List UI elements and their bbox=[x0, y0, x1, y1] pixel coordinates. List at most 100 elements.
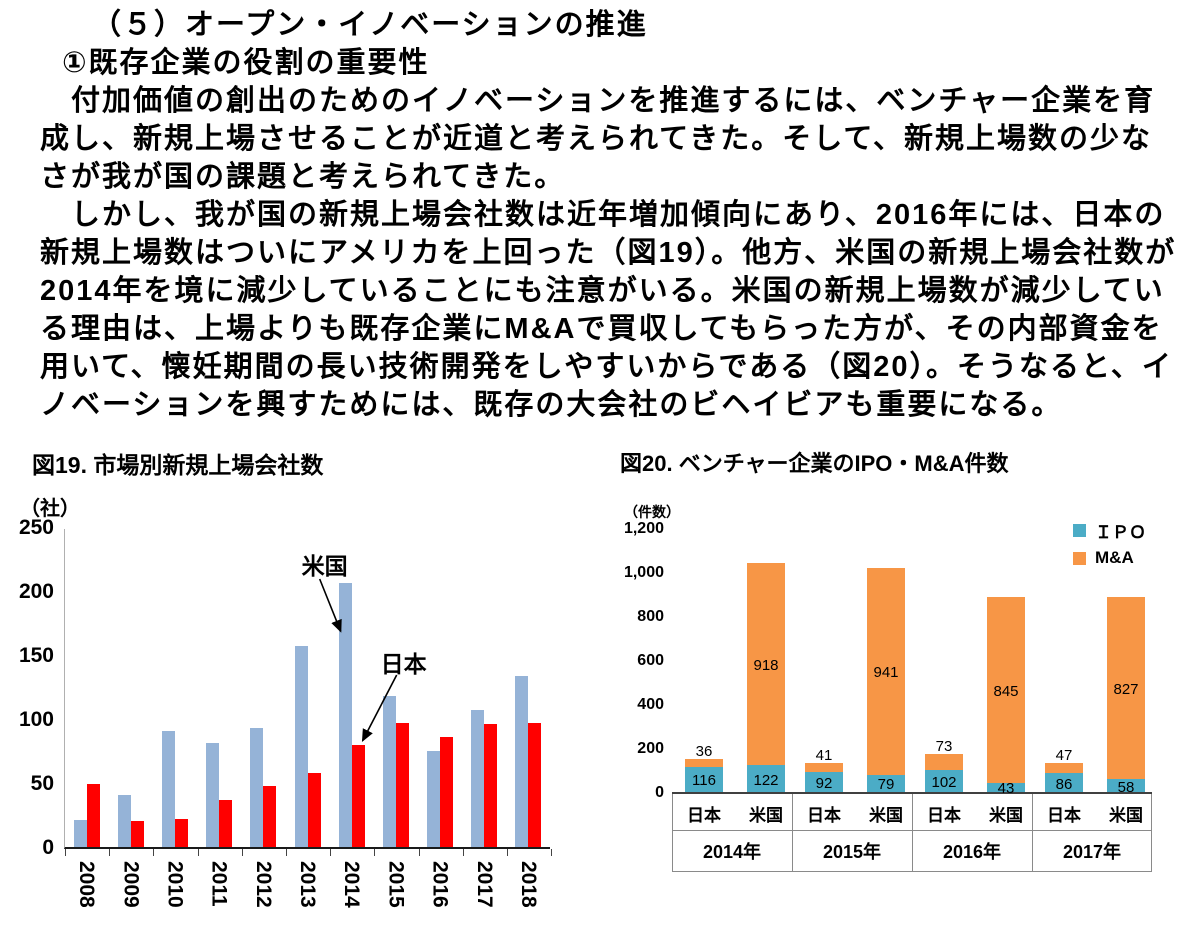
x-tick-label: 2009 bbox=[119, 861, 143, 908]
chart-fig20: 図20. ベンチャー企業のIPO・M&A件数 （件数） 1,200 1,000 80… bbox=[618, 446, 1152, 931]
chart20-plot-area: ＩＰＯ M&A 116 36 122 918 92 41 79 941 102 73 43 845 86 47… bbox=[672, 523, 1152, 798]
country-label: 米国 bbox=[989, 806, 1023, 825]
year-label: 2015年 bbox=[822, 842, 882, 862]
ipo-segment bbox=[685, 766, 723, 792]
paragraph-2: しかし、我が国の新規上場会社数は近年増加傾向にあり、2016年には、日本の新規上… bbox=[40, 199, 1177, 421]
chart19-x-axis: 2008 2009 2010 2011 2012 2013 2014 2015 2016 2017… bbox=[64, 861, 550, 931]
bar-group bbox=[506, 675, 550, 847]
bar-group bbox=[197, 743, 241, 847]
bar-group bbox=[418, 736, 462, 847]
ipo-segment bbox=[1107, 779, 1145, 792]
x-tick: 2015 bbox=[373, 861, 417, 931]
axis-tick-mark bbox=[330, 849, 332, 856]
chart19-title: 図19. 市場別新規上場会社数 bbox=[32, 452, 324, 478]
us-bar bbox=[250, 728, 264, 847]
us-bar bbox=[338, 583, 352, 847]
annotation-label-us: 米国 bbox=[301, 553, 348, 579]
axis-tick-mark bbox=[374, 849, 376, 856]
x-tick-label: 2011 bbox=[207, 861, 231, 907]
table-grid-line bbox=[672, 794, 673, 872]
x-tick: 2013 bbox=[285, 861, 329, 931]
chart19-plot-area: 米国日本 bbox=[64, 529, 552, 856]
year-label: 2016年 bbox=[942, 842, 1002, 862]
ma-value-label: 941 bbox=[873, 664, 899, 682]
ipo-value-label: 122 bbox=[753, 771, 779, 789]
section-heading: （５）オープン・イノベーションの推進 bbox=[92, 9, 648, 41]
legend-item-ipo: ＩＰＯ bbox=[1073, 518, 1146, 543]
x-tick-label: 2017 bbox=[472, 861, 496, 908]
axis-tick-mark bbox=[241, 849, 243, 856]
axis-tick-mark bbox=[506, 849, 508, 856]
bar-group bbox=[241, 728, 285, 847]
japan-bar bbox=[263, 785, 277, 847]
chart20-plot-outer: 1,200 1,000 800 600 400 200 0 ＩＰＯ M&A 116 36 122 91… bbox=[618, 520, 1152, 801]
paragraph-1: 付加価値の創出のためのイノベーションを推進するには、ベンチャー企業を育成し、新規… bbox=[40, 85, 1156, 193]
x-tick-label: 2018 bbox=[516, 861, 540, 908]
axis-tick-mark bbox=[65, 849, 66, 856]
bar-group bbox=[65, 784, 109, 847]
ma-value-label: 73 bbox=[935, 737, 953, 755]
y-tick-label: 0 bbox=[655, 784, 664, 801]
chart-fig19: 図19. 市場別新規上場会社数 （社） 250 200 150 100 50 0 米国 日本… bbox=[8, 446, 552, 931]
x-tick-label: 2013 bbox=[296, 861, 320, 908]
x-tick: 2016 bbox=[418, 861, 462, 931]
ipo-segment bbox=[1045, 773, 1083, 792]
subsection-heading: ①既存企業の役割の重要性 bbox=[62, 47, 430, 79]
ipo-value-label: 92 bbox=[815, 774, 833, 792]
ma-value-label: 845 bbox=[993, 682, 1019, 700]
bar-group bbox=[153, 730, 197, 847]
year-label: 2014年 bbox=[702, 842, 762, 862]
bar-group bbox=[330, 583, 374, 847]
x-tick: 2014 bbox=[329, 861, 373, 931]
y-tick-label: 400 bbox=[637, 696, 664, 713]
legend-label: ＩＰＯ bbox=[1095, 523, 1146, 542]
us-bar bbox=[382, 696, 396, 847]
x-tick: 2018 bbox=[506, 861, 550, 931]
japan-bar bbox=[395, 722, 409, 847]
axis-tick-mark bbox=[462, 849, 464, 856]
japan-bar bbox=[483, 724, 497, 847]
annotation-label-japan: 日本 bbox=[380, 651, 427, 677]
x-tick: 2017 bbox=[462, 861, 506, 931]
japan-bar bbox=[307, 772, 321, 847]
japan-bar bbox=[527, 722, 541, 847]
chart19-y-axis: 250 200 150 100 50 0 bbox=[8, 516, 64, 859]
bar-group bbox=[285, 646, 329, 847]
ma-swatch bbox=[1073, 551, 1086, 565]
ipo-value-label: 116 bbox=[692, 772, 716, 790]
y-tick-label: 600 bbox=[637, 652, 664, 669]
ipo-value-label: 79 bbox=[877, 776, 895, 794]
x-tick: 2008 bbox=[64, 861, 108, 931]
country-label: 日本 bbox=[927, 806, 961, 825]
axis-tick-mark bbox=[418, 849, 420, 856]
legend-label: M&A bbox=[1095, 548, 1134, 567]
axis-tick-mark bbox=[109, 849, 111, 856]
axis-tick-mark bbox=[551, 849, 552, 856]
us-bar bbox=[118, 794, 132, 847]
y-tick-label: 800 bbox=[637, 608, 664, 625]
table-grid-line bbox=[1032, 794, 1033, 872]
japan-bar bbox=[131, 821, 145, 847]
ipo-value-label: 102 bbox=[931, 773, 957, 791]
axis-tick-mark bbox=[153, 849, 155, 856]
y-tick-label: 0 bbox=[42, 836, 54, 859]
ipo-value-label: 43 bbox=[997, 780, 1015, 798]
x-tick: 2009 bbox=[108, 861, 152, 931]
x-tick-label: 2015 bbox=[384, 861, 408, 908]
table-grid-line bbox=[672, 871, 1152, 872]
ma-segment bbox=[1107, 597, 1145, 780]
axis-tick-mark bbox=[285, 849, 287, 856]
y-tick-label: 100 bbox=[18, 708, 54, 731]
ma-segment bbox=[747, 563, 785, 766]
bar-group bbox=[109, 794, 153, 847]
us-bar bbox=[206, 743, 220, 847]
ma-value-label: 918 bbox=[753, 657, 779, 675]
chart20-title: 図20. ベンチャー企業のIPO・M&A件数 bbox=[620, 451, 1009, 476]
ipo-segment bbox=[867, 774, 905, 792]
japan-bar bbox=[219, 799, 233, 847]
y-tick-label: 50 bbox=[30, 772, 54, 795]
ipo-segment bbox=[747, 765, 785, 792]
ipo-segment bbox=[925, 769, 963, 792]
x-tick-label: 2010 bbox=[163, 861, 187, 908]
ma-value-label: 36 bbox=[695, 742, 713, 760]
